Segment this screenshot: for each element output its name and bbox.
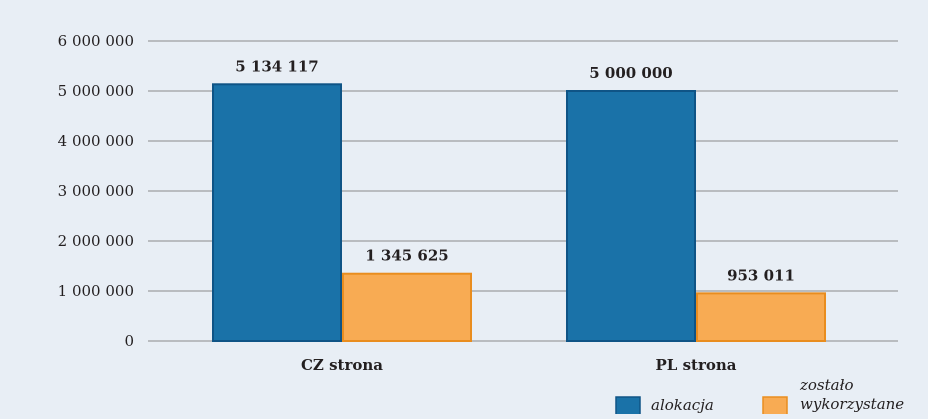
y-tick-label: 2 000 000 (58, 232, 134, 250)
legend-label-wykorzystane-line2: wykorzystane (800, 395, 904, 413)
legend-swatch-wykorzystane (762, 396, 788, 417)
x-category-label: CZ strona (301, 356, 383, 374)
bar-alokacja (566, 90, 696, 342)
legend-label-alokacja: alokacja (651, 396, 714, 414)
legend-label-wykorzystane-line1: zostało (799, 376, 854, 394)
legend-swatch-alokacja (615, 396, 641, 417)
y-tick-label: 5 000 000 (58, 82, 134, 100)
bar-wykorzystane (696, 292, 826, 343)
y-tick-label: 0 (124, 332, 134, 350)
data-label: 1 345 625 (365, 247, 449, 265)
y-tick-label: 4 000 000 (58, 132, 134, 150)
y-tick-label: 1 000 000 (58, 282, 134, 300)
data-label: 953 011 (727, 266, 795, 284)
data-label: 5 134 117 (235, 57, 319, 75)
bar-wykorzystane (342, 272, 472, 342)
y-tick-label: 3 000 000 (58, 182, 134, 200)
y-tick-label: 6 000 000 (58, 32, 134, 50)
bar-alokacja (212, 83, 342, 342)
x-category-label: PL strona (656, 356, 737, 374)
data-label: 5 000 000 (589, 64, 673, 82)
